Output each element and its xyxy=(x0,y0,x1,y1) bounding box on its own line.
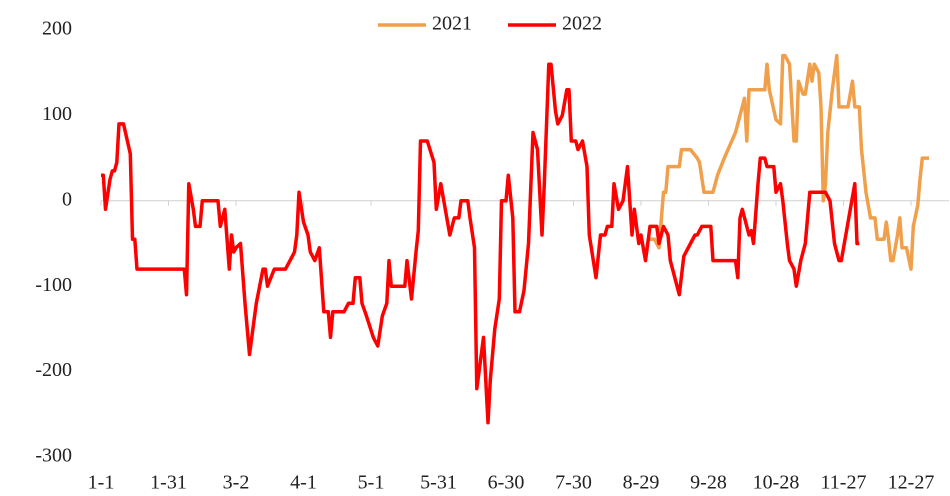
y-tick-label: 0 xyxy=(62,188,72,210)
x-tick-label: 6-30 xyxy=(488,472,525,494)
series-line xyxy=(647,53,929,271)
x-tick-label: 1-1 xyxy=(88,472,115,494)
legend-label: 2021 xyxy=(432,13,472,35)
series-line xyxy=(101,62,860,425)
y-tick-label: -200 xyxy=(35,359,72,381)
y-tick-label: -300 xyxy=(35,445,72,467)
y-tick-label: 100 xyxy=(42,103,72,125)
x-tick-label: 3-2 xyxy=(223,472,250,494)
x-tick-label: 7-30 xyxy=(555,472,592,494)
x-tick-label: 11-27 xyxy=(821,472,867,494)
x-tick-label: 1-31 xyxy=(150,472,187,494)
x-tick-label: 5-1 xyxy=(358,472,385,494)
x-tick-label: 10-28 xyxy=(753,472,800,494)
y-tick-label: 200 xyxy=(42,18,72,40)
x-tick-label: 5-31 xyxy=(420,472,457,494)
legend-label: 2022 xyxy=(562,13,602,35)
x-tick-label: 12-27 xyxy=(888,472,935,494)
y-tick-label: -100 xyxy=(35,274,72,296)
x-tick-label: 9-28 xyxy=(690,472,727,494)
x-tick-label: 8-29 xyxy=(623,472,660,494)
x-tick-label: 4-1 xyxy=(290,472,317,494)
